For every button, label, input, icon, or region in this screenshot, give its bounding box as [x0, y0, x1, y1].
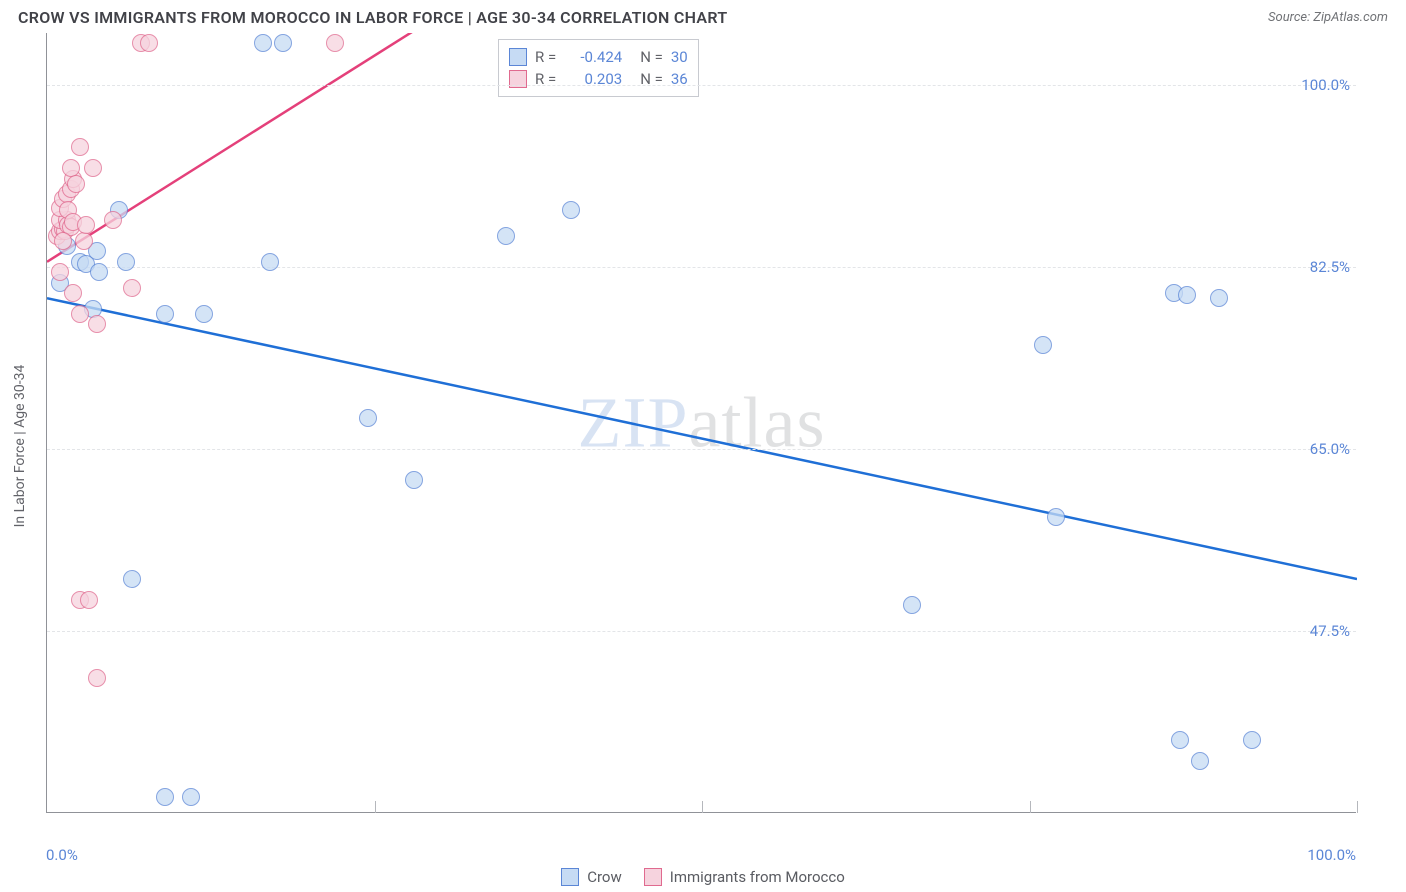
legend-correlation-row: R = -0.424 N = 30 [509, 46, 688, 68]
gridline-h [47, 631, 1356, 632]
legend-n-value: 30 [671, 48, 688, 66]
legend-label: Immigrants from Morocco [670, 868, 845, 886]
legend-swatch [509, 48, 527, 66]
legend-swatch [561, 868, 579, 886]
data-point [326, 34, 344, 52]
data-point [123, 570, 141, 588]
data-point [117, 253, 135, 271]
gridline-h [47, 85, 1356, 86]
data-point [182, 788, 200, 806]
data-point [104, 211, 122, 229]
y-tick-label: 47.5% [1310, 622, 1350, 640]
x-tick-mark [375, 801, 376, 813]
data-point [1191, 752, 1209, 770]
data-point [195, 305, 213, 323]
data-point [1047, 508, 1065, 526]
y-tick-label: 65.0% [1310, 440, 1350, 458]
data-point [84, 159, 102, 177]
legend-correlation-box: R = -0.424 N = 30 R =0.203N =36 [498, 39, 699, 97]
data-point [54, 232, 72, 250]
x-tick-max: 100.0% [1307, 846, 1356, 864]
chart-source: Source: ZipAtlas.com [1268, 10, 1388, 25]
legend-series: Crow Immigrants from Morocco [0, 868, 1406, 886]
legend-r-label: R = [535, 48, 556, 66]
data-point [90, 263, 108, 281]
trendline [47, 298, 1357, 579]
trendline [47, 33, 427, 262]
data-point [497, 227, 515, 245]
data-point [67, 175, 85, 193]
data-point [1171, 731, 1189, 749]
y-axis-label: In Labor Force | Age 30-34 [12, 365, 28, 528]
legend-item: Immigrants from Morocco [644, 868, 845, 886]
legend-label: Crow [587, 868, 622, 886]
data-point [75, 232, 93, 250]
data-point [71, 138, 89, 156]
data-point [261, 253, 279, 271]
legend-r-value: -0.424 [564, 48, 622, 66]
data-point [562, 201, 580, 219]
x-tick-mark [702, 801, 703, 813]
data-point [51, 263, 69, 281]
data-point [80, 591, 98, 609]
data-point [1243, 731, 1261, 749]
data-point [274, 34, 292, 52]
data-point [64, 284, 82, 302]
data-point [405, 471, 423, 489]
legend-n-label: N = [640, 48, 663, 66]
data-point [903, 596, 921, 614]
legend-correlation-row: R =0.203N =36 [509, 68, 688, 90]
chart-header: CROW VS IMMIGRANTS FROM MOROCCO IN LABOR… [0, 0, 1406, 33]
data-point [254, 34, 272, 52]
data-point [123, 279, 141, 297]
gridline-h [47, 267, 1356, 268]
data-point [156, 305, 174, 323]
data-point [1210, 289, 1228, 307]
data-point [1178, 286, 1196, 304]
data-point [88, 315, 106, 333]
data-point [156, 788, 174, 806]
x-tick-mark [1357, 801, 1358, 813]
data-point [77, 216, 95, 234]
data-point [1034, 336, 1052, 354]
data-point [359, 409, 377, 427]
legend-swatch [644, 868, 662, 886]
data-point [88, 669, 106, 687]
y-tick-label: 82.5% [1310, 258, 1350, 276]
data-point [140, 34, 158, 52]
x-tick-mark [1030, 801, 1031, 813]
x-tick-min: 0.0% [46, 846, 78, 864]
data-point [71, 305, 89, 323]
y-tick-label: 100.0% [1301, 76, 1350, 94]
legend-item: Crow [561, 868, 622, 886]
chart-title: CROW VS IMMIGRANTS FROM MOROCCO IN LABOR… [18, 8, 727, 27]
gridline-h [47, 449, 1356, 450]
trendlines-layer [47, 33, 1357, 813]
chart-plot-area: ZIPatlas R =-0.424N =30R =0.203N =36 47.… [46, 33, 1356, 813]
